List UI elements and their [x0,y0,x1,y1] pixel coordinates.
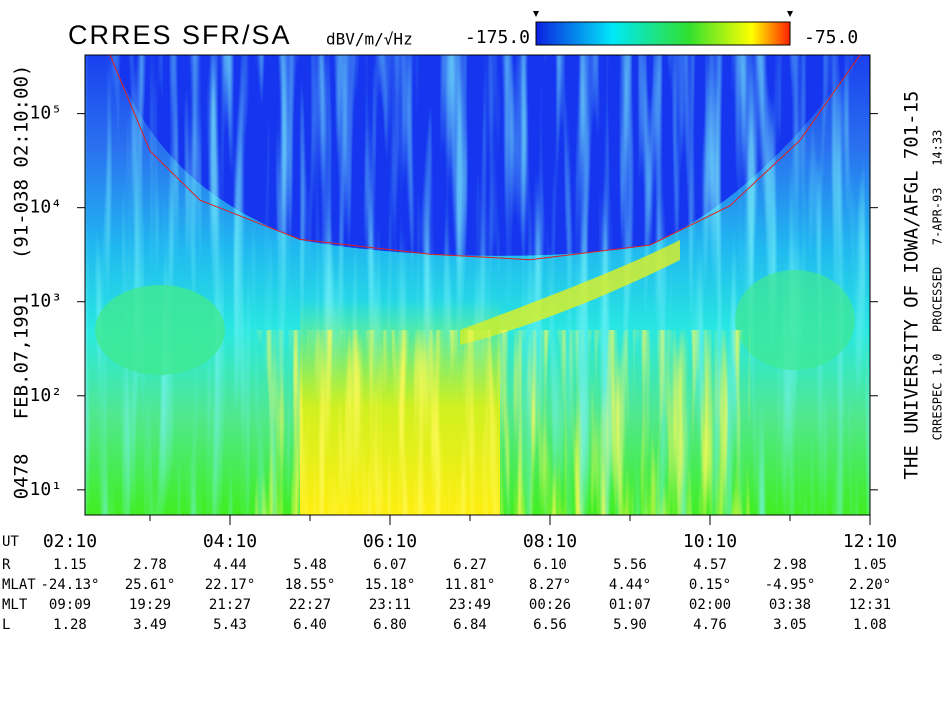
y-tick-label: 10⁵ [29,103,62,124]
ephemeris-row-label: L [2,617,10,633]
ephemeris-value: 09:09 [49,597,91,613]
colorbar-tick-label: -75.0 [804,27,858,48]
ephemeris-row-label: R [2,557,11,573]
ephemeris-value: 3.05 [773,617,807,633]
chart-title: CRRES SFR/SA [68,20,292,50]
ephemeris-value: 22.17° [205,577,256,593]
ephemeris-value: 23:11 [369,597,411,613]
ephemeris-value: 6.10 [533,557,567,573]
ephemeris-value: 0.15° [689,577,731,593]
ephemeris-value: 5.48 [293,557,327,573]
ephemeris-value: 11.81° [445,577,496,593]
ephemeris-value: 6.07 [373,557,407,573]
ephemeris-value: 6.56 [533,617,567,633]
ephemeris-value: 8.27° [529,577,571,593]
ephemeris-value: 12:31 [849,597,891,613]
y-tick-label: 10¹ [29,479,62,500]
colorbar-tick-label: -175.0 [465,27,530,48]
right-label: THE UNIVERSITY OF IOWA/AFGL 701-15 [901,91,923,480]
ephemeris-value: 21:27 [209,597,251,613]
ephemeris-value: 25.61° [125,577,176,593]
x-tick-label: 06:10 [363,531,417,552]
ephemeris-value: 2.78 [133,557,167,573]
ephemeris-value: 2.98 [773,557,807,573]
ephemeris-value: 5.56 [613,557,647,573]
colorbar-label: dBV/m/√Hz [326,30,413,49]
x-tick-label: 08:10 [523,531,577,552]
ephemeris-value: 02:00 [689,597,731,613]
ephemeris-value: 18.55° [285,577,336,593]
plot-frame [84,54,871,516]
ephemeris-value: 4.76 [693,617,727,633]
ephemeris-value: 6.80 [373,617,407,633]
x-tick-label: 02:10 [43,531,97,552]
ephemeris-value: 1.15 [53,557,87,573]
right-note: CRRESPEC 1.0 PROCESSED 7-APR-93 14:33 [931,130,945,441]
ephemeris-value: 6.84 [453,617,487,633]
ephemeris-value: 4.44 [213,557,247,573]
y-tick-label: 10³ [29,291,62,312]
ephemeris-value: 15.18° [365,577,416,593]
ephemeris-value: -24.13° [40,577,99,593]
ephemeris-value: 03:38 [769,597,811,613]
ephemeris-value: 19:29 [129,597,171,613]
ephemeris-value: 5.90 [613,617,647,633]
colorbar-tick [787,11,793,17]
ephemeris-row-label: MLAT [2,577,36,593]
ephemeris-value: 23:49 [449,597,491,613]
ephemeris-value: 4.57 [693,557,727,573]
y-tick-label: 10² [29,385,62,406]
colorbar [535,21,791,46]
ephemeris-row-label: MLT [2,597,28,613]
ephemeris-value: 3.49 [133,617,167,633]
ephemeris-value: 01:07 [609,597,651,613]
ephemeris-value: 1.08 [853,617,887,633]
ephemeris-value: 6.40 [293,617,327,633]
y-tick-label: 10⁴ [29,197,62,218]
x-axis-label: UT [2,534,19,550]
ephemeris-value: 22:27 [289,597,331,613]
ephemeris-value: -4.95° [765,577,816,593]
ephemeris-value: 6.27 [453,557,487,573]
ephemeris-value: 1.28 [53,617,87,633]
colorbar-tick [533,11,539,17]
ephemeris-value: 00:26 [529,597,571,613]
cyclotron-line [109,55,861,261]
x-tick-label: 10:10 [683,531,737,552]
spectrogram-image [85,55,870,515]
ephemeris-value: 4.44° [609,577,651,593]
ephemeris-value: 2.20° [849,577,891,593]
ephemeris-value: 5.43 [213,617,247,633]
ephemeris-value: 1.05 [853,557,887,573]
left-label: 0478 FEB.07,1991 (91-038 02:10:00) [11,65,33,500]
x-tick-label: 12:10 [843,531,897,552]
x-tick-label: 04:10 [203,531,257,552]
